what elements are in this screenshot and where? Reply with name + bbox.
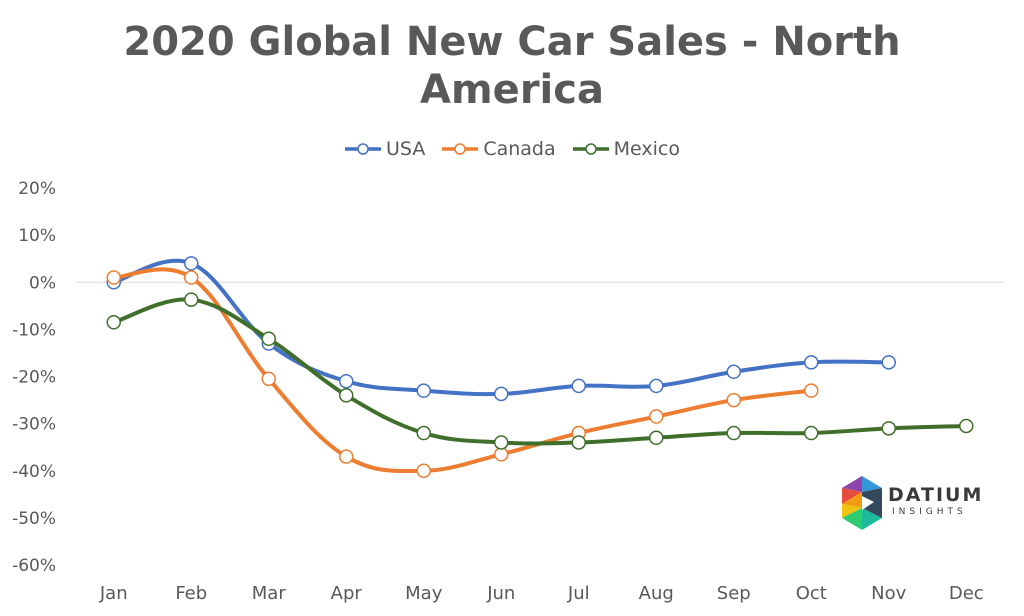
y-tick-label: -10% (12, 320, 56, 340)
data-point (494, 386, 509, 402)
data-point (571, 378, 586, 394)
data-point (339, 373, 354, 389)
series-line (111, 297, 969, 446)
data-point (804, 425, 819, 441)
series-usa (106, 256, 896, 402)
logo-subtitle: INSIGHTS (892, 507, 967, 517)
datium-logo-mark (842, 476, 882, 530)
data-point (339, 388, 354, 403)
x-tick-label: Mar (252, 583, 287, 604)
x-tick-label: Jun (486, 583, 515, 604)
data-point (106, 315, 121, 330)
legend-item-canada: Canada (441, 138, 556, 160)
x-tick-label: Sep (717, 583, 751, 604)
x-axis: Jan Feb Mar Apr May Jun Jul Aug Sep Oct Nov Dec (99, 583, 984, 604)
legend-label: Canada (483, 138, 556, 160)
data-point (416, 383, 431, 398)
y-tick-label: 0% (29, 273, 56, 293)
legend-swatch (572, 143, 609, 155)
legend: USA Canada Mexico (0, 138, 1024, 160)
x-tick-label: Feb (175, 583, 207, 604)
series-canada (106, 267, 819, 478)
series-line (111, 258, 891, 397)
chart-title-line-2: America (420, 67, 604, 113)
data-point (184, 292, 199, 307)
x-tick-label: Apr (331, 583, 363, 604)
data-point (261, 371, 276, 387)
chart-title-line-1: 2020 Global New Car Sales - North (123, 19, 901, 65)
x-tick-label: Nov (871, 583, 906, 604)
data-point (571, 435, 586, 450)
x-tick-label: Jan (99, 583, 128, 604)
data-point (649, 409, 664, 424)
y-axis: 20% 10% 0% -10% -20% -30% -40% -50% -60% (12, 179, 56, 576)
y-tick-label: 10% (18, 226, 56, 246)
datium-logo: DATIUM INSIGHTS (838, 474, 988, 534)
data-point (184, 256, 199, 271)
data-point (184, 270, 199, 285)
data-point (959, 418, 974, 434)
data-point (726, 364, 741, 380)
logo-wordmark: DATIUM (888, 484, 984, 506)
data-point (416, 425, 431, 441)
legend-label: Mexico (613, 138, 680, 160)
series-mexico (106, 292, 974, 450)
y-tick-label: 20% (18, 179, 56, 199)
data-point (339, 449, 354, 464)
chart-title: 2020 Global New Car Sales - North Americ… (0, 18, 1024, 114)
data-point (804, 355, 819, 370)
data-point (649, 430, 664, 446)
data-point (881, 421, 896, 436)
y-tick-label: -50% (12, 509, 56, 529)
data-point (416, 463, 431, 478)
data-point (804, 383, 819, 398)
legend-swatch (345, 143, 381, 155)
x-tick-label: Jul (567, 583, 590, 604)
x-tick-label: Oct (796, 583, 827, 604)
data-point (726, 425, 741, 441)
series-layer (106, 256, 974, 478)
data-point (494, 435, 509, 450)
y-tick-label: -60% (12, 556, 56, 576)
x-tick-label: Aug (639, 583, 674, 604)
data-point (649, 378, 664, 394)
x-tick-label: Dec (949, 583, 984, 604)
data-point (261, 331, 276, 347)
legend-item-mexico: Mexico (572, 138, 680, 160)
y-tick-label: -30% (12, 415, 56, 435)
legend-item-usa: USA (344, 138, 425, 160)
y-tick-label: -40% (12, 462, 56, 482)
legend-swatch (442, 143, 479, 155)
data-point (106, 270, 121, 285)
data-point (881, 355, 896, 370)
y-tick-label: -20% (12, 368, 56, 388)
x-tick-label: May (405, 583, 443, 604)
legend-label: USA (386, 138, 426, 160)
data-point (726, 392, 741, 408)
